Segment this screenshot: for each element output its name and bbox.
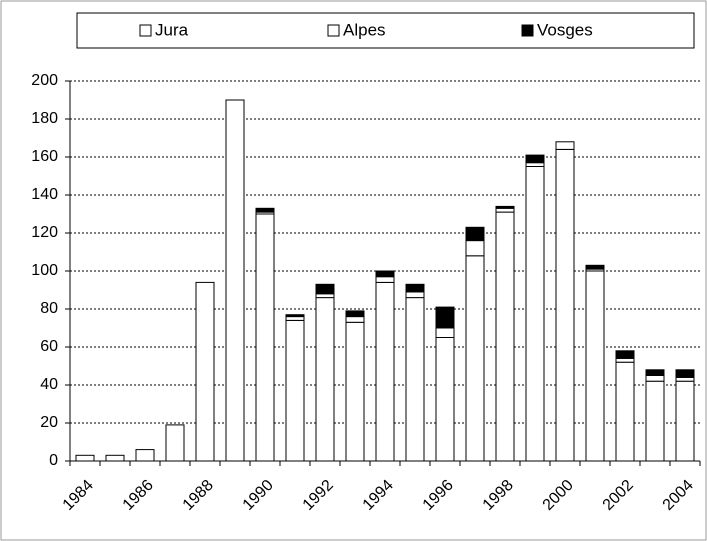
bar-segment — [615, 357, 635, 363]
legend-label: Alpes — [343, 20, 386, 39]
bar-segment — [465, 226, 485, 242]
bar-segment — [525, 166, 545, 462]
bar-segment — [165, 424, 185, 462]
y-tick-label: 0 — [49, 452, 58, 469]
bar-segment — [105, 454, 125, 462]
bar-segment — [255, 213, 275, 462]
legend-label: Jura — [155, 20, 189, 39]
bar-segment — [285, 314, 305, 318]
bar-segment — [555, 148, 575, 462]
bar-segment — [225, 99, 245, 462]
legend-label: Vosges — [537, 20, 593, 39]
bar-segment — [495, 205, 515, 209]
bar-segment — [195, 281, 215, 462]
bar-segment — [375, 276, 395, 283]
y-tick-label: 140 — [31, 186, 58, 203]
bar-segment — [675, 369, 695, 378]
y-tick-label: 120 — [31, 224, 58, 241]
bar-segment — [345, 316, 365, 323]
legend-box — [76, 12, 695, 49]
bar-segment — [75, 454, 95, 462]
bar-segment — [285, 316, 305, 321]
bar-segment — [135, 449, 155, 462]
bar-segment — [495, 211, 515, 462]
y-tick-label: 100 — [31, 262, 58, 279]
y-tick-label: 20 — [40, 414, 58, 431]
bar-segment — [285, 319, 305, 462]
bar-segment — [435, 306, 455, 329]
bar-segment — [345, 310, 365, 318]
y-tick-label: 80 — [40, 300, 58, 317]
bar-segment — [585, 264, 605, 270]
bar-segment — [675, 380, 695, 462]
legend-swatch — [521, 24, 534, 37]
bar-segment — [345, 321, 365, 462]
bar-segment — [645, 369, 665, 376]
bar-segment — [645, 375, 665, 382]
bar-segment — [435, 337, 455, 462]
bar-segment — [525, 154, 545, 164]
legend-swatch — [327, 24, 340, 37]
bar-segment — [525, 162, 545, 167]
y-tick-label: 200 — [31, 72, 58, 89]
y-tick-label: 160 — [31, 148, 58, 165]
bar-segment — [375, 270, 395, 278]
bar-segment — [615, 361, 635, 462]
bar-segment — [315, 283, 335, 295]
bar-segment — [405, 291, 425, 299]
bar-segment — [585, 270, 605, 462]
bar-segment — [255, 207, 275, 213]
bar-segment — [465, 255, 485, 462]
y-tick-label: 60 — [40, 338, 58, 355]
bar-segment — [435, 327, 455, 338]
bar-segment — [405, 283, 425, 293]
bar-segment — [375, 281, 395, 462]
bar-segment — [675, 376, 695, 382]
bar-segment — [405, 297, 425, 462]
y-tick-label: 40 — [40, 376, 58, 393]
bar-segment — [315, 293, 335, 299]
bar-segment — [495, 207, 515, 213]
legend-swatch — [139, 24, 152, 37]
bar-segment — [555, 141, 575, 150]
bar-segment — [645, 380, 665, 462]
bar-segment — [315, 297, 335, 462]
bar-segment — [465, 240, 485, 257]
bar-segment — [615, 350, 635, 359]
y-tick-label: 180 — [31, 110, 58, 127]
